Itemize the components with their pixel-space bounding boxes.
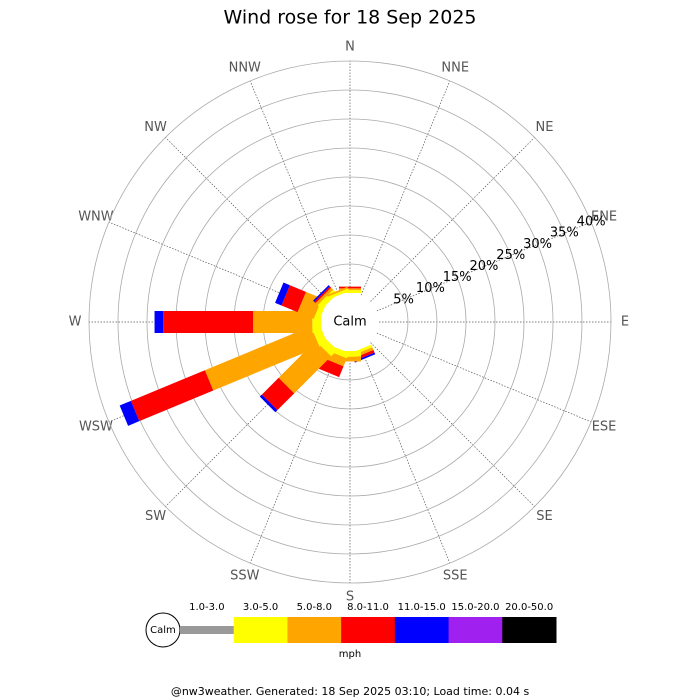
direction-label: NW — [144, 120, 167, 135]
direction-label: N — [345, 40, 355, 55]
legend-label: 11.0-15.0 — [398, 602, 446, 613]
bar-segment — [327, 288, 350, 300]
direction-label: WSW — [79, 420, 113, 435]
spoke — [370, 137, 535, 302]
bar-segment — [314, 286, 332, 304]
ring — [146, 118, 554, 526]
legend-swatch — [341, 617, 396, 643]
bar-segment — [130, 370, 214, 422]
r-tick-label: 35% — [550, 226, 579, 241]
ring — [117, 89, 583, 555]
legend-label: 3.0-5.0 — [243, 602, 278, 613]
r-tick-label: 40% — [577, 215, 606, 230]
bar-segment — [278, 340, 332, 394]
r-tick-label: 20% — [470, 259, 499, 274]
direction-label: SSW — [230, 569, 260, 584]
direction-label: ENE — [591, 209, 617, 224]
footer: @nw3weather. Generated: 18 Sep 2025 03:1… — [171, 685, 530, 698]
legend-swatch — [502, 617, 557, 643]
bar-segment — [315, 287, 334, 306]
direction-label: NE — [535, 120, 553, 135]
legend-label: 5.0-8.0 — [297, 602, 332, 613]
r-tick-label: 30% — [523, 237, 552, 252]
legend-calm-label: Calm — [150, 625, 176, 636]
bar-segment — [259, 394, 278, 413]
ring — [88, 60, 612, 584]
bar-segment — [163, 311, 254, 333]
bar-segment — [253, 311, 313, 333]
direction-label: W — [69, 315, 82, 330]
spoke — [360, 348, 451, 564]
spoke — [108, 221, 324, 312]
legend-swatch — [180, 626, 235, 634]
r-tick-label: 5% — [393, 292, 414, 307]
bar-segment — [204, 326, 320, 391]
direction-label: SSE — [443, 569, 468, 584]
legend-swatch — [394, 617, 450, 643]
direction-label: ESE — [592, 420, 617, 435]
spoke — [249, 348, 340, 564]
spoke — [360, 80, 451, 296]
r-tick-label: 15% — [443, 270, 472, 285]
bar-segment — [281, 285, 306, 313]
legend-unit: mph — [339, 649, 361, 660]
chart-title: Wind rose for 18 Sep 2025 — [223, 7, 476, 29]
bar-segment — [154, 311, 164, 333]
bar-segment — [318, 357, 344, 378]
spoke — [165, 137, 330, 302]
direction-label: SE — [536, 509, 552, 524]
legend-swatch — [448, 617, 503, 643]
spoke — [376, 332, 592, 423]
spoke — [376, 221, 592, 312]
legend-label: 1.0-3.0 — [189, 602, 224, 613]
direction-label: SW — [145, 509, 166, 524]
legend-swatch — [233, 617, 288, 643]
legend-label: 8.0-11.0 — [347, 602, 389, 613]
direction-label: NNW — [229, 60, 261, 75]
bar-segment — [275, 282, 290, 306]
legend-label: 20.0-50.0 — [505, 602, 553, 613]
bar-segment — [119, 400, 140, 426]
calm-circle — [321, 293, 379, 351]
direction-label: WNW — [78, 209, 114, 224]
legend-swatch — [287, 617, 342, 643]
spoke — [165, 342, 330, 507]
calm-label: Calm — [333, 315, 366, 330]
bar-segment — [313, 285, 330, 302]
spoke — [370, 342, 535, 507]
bar-segment — [339, 286, 361, 289]
r-tick-label: 10% — [416, 281, 445, 296]
bar-segment — [326, 286, 348, 297]
legend-label: 15.0-20.0 — [451, 602, 499, 613]
bar-segment — [261, 377, 295, 411]
spoke — [249, 80, 340, 296]
r-tick-label: 25% — [496, 248, 525, 263]
direction-label: NNE — [441, 60, 469, 75]
direction-label: S — [346, 590, 354, 605]
direction-label: E — [621, 315, 629, 330]
